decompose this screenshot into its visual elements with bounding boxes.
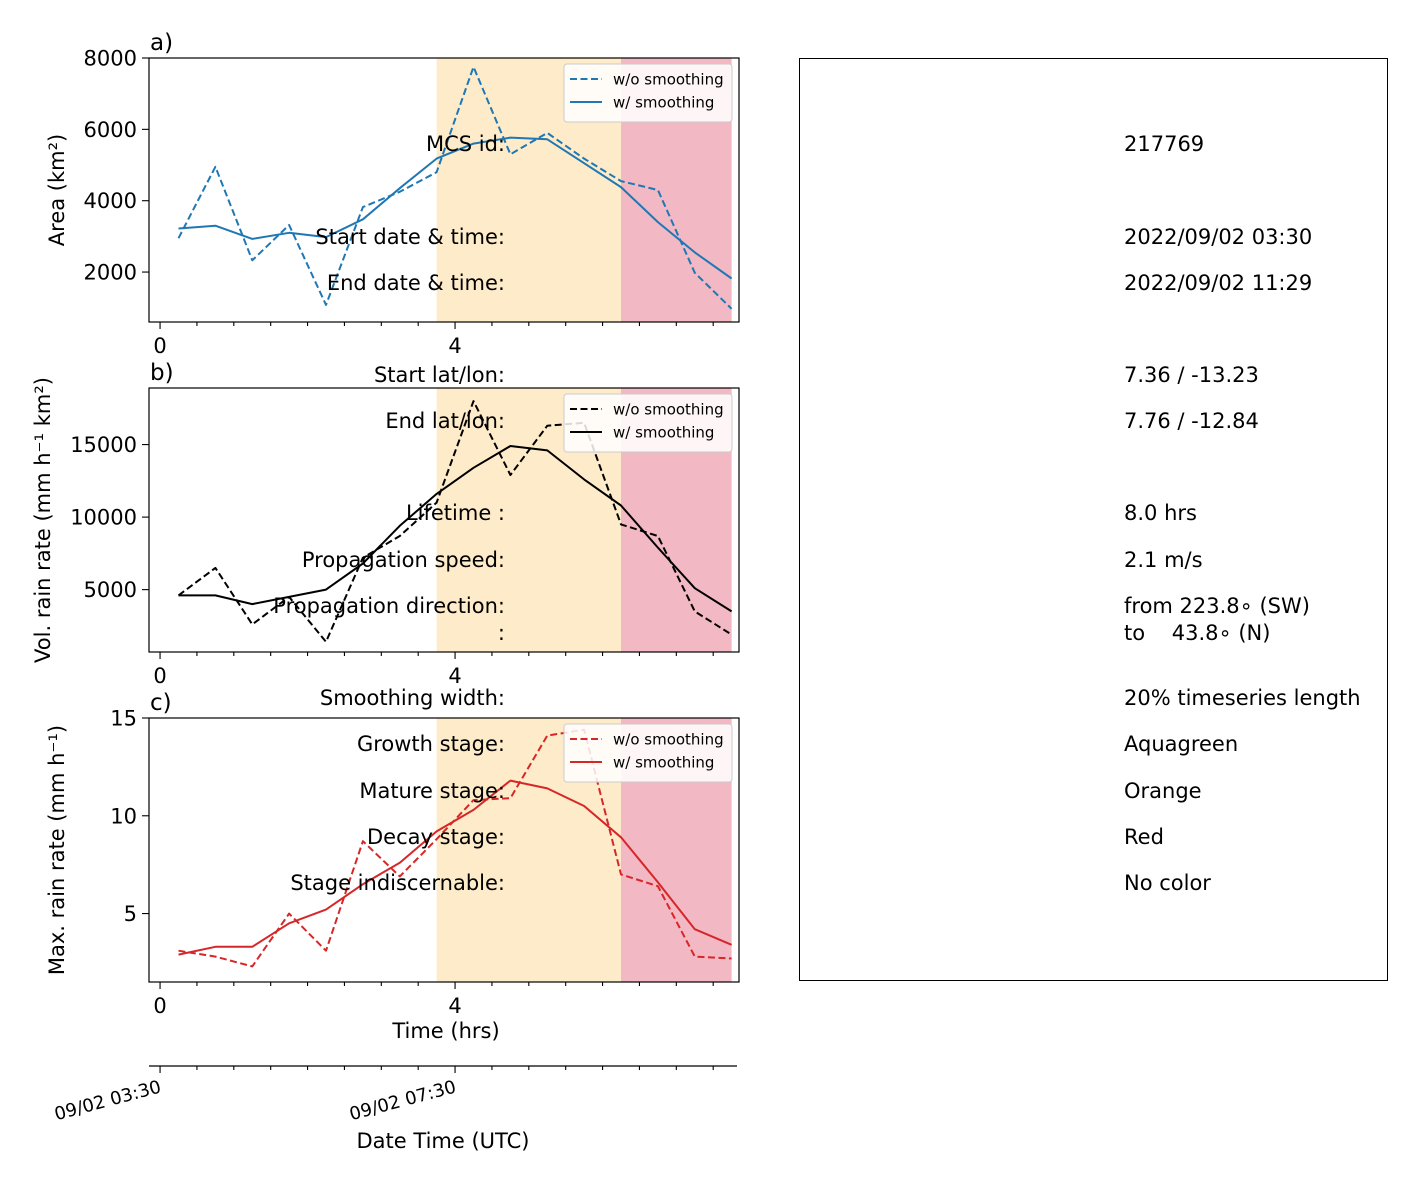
legend-label: w/ smoothing: [613, 94, 714, 112]
chart-panel-3: 0 4 5 10 15 c) Max. rain rate (mm h⁻¹) Time (hr…: [45, 690, 740, 1043]
y-tick-label: 5000: [84, 578, 137, 602]
series-line-with-smoothing: [178, 779, 732, 956]
info-label: Smoothing width:: [319, 686, 505, 710]
secondary-datetime-axis: 09/02 03:30 09/02 07:30 Date Time (UTC): [52, 1065, 737, 1153]
info-label: Propagation direction:: [273, 594, 505, 618]
legend: w/o smoothing w/ smoothing: [563, 63, 733, 123]
info-label: Propagation speed:: [301, 548, 505, 572]
info-label: End lat/lon:: [385, 409, 505, 433]
info-value: 8.0 hrs: [1124, 501, 1197, 525]
panel-letter: a): [150, 30, 173, 56]
info-label: Mature stage:: [359, 779, 505, 803]
info-value: No color: [1124, 871, 1211, 895]
y-axis-label: Vol. rain rate (mm h⁻¹ km²): [31, 377, 55, 663]
info-label: Lifetime :: [405, 501, 505, 525]
series-line-without-smoothing: [178, 728, 732, 968]
info-value: 7.76 / -12.84: [1124, 409, 1259, 433]
legend-label: w/o smoothing: [613, 731, 724, 749]
info-value: from 223.8∘ (SW): [1124, 594, 1310, 618]
y-axis-label: Area (km²): [45, 134, 69, 246]
y-axis-label: Max. rain rate (mm h⁻¹): [45, 725, 69, 975]
info-value: Red: [1124, 825, 1164, 849]
legend: w/o smoothing w/ smoothing: [563, 723, 733, 783]
legend-label: w/o smoothing: [613, 401, 724, 419]
info-value: 7.36 / -13.23: [1124, 363, 1259, 387]
info-label: :: [497, 621, 505, 645]
series-line-with-smoothing: [178, 136, 733, 280]
y-tick-label: 6000: [84, 118, 137, 142]
info-label: Stage indiscernable:: [290, 871, 505, 895]
x-tick-label: 0: [153, 334, 166, 358]
y-tick-label: 8000: [84, 47, 137, 71]
info-label: MCS id:: [425, 132, 505, 156]
plot-frame: [148, 717, 740, 983]
info-value: 2022/09/02 11:29: [1124, 271, 1313, 295]
info-label: Start date & time:: [315, 225, 505, 249]
info-value: 217769: [1124, 132, 1205, 156]
legend-label: w/ smoothing: [613, 424, 714, 442]
y-tick-label: 10: [110, 804, 137, 828]
secondary-axis-label: Date Time (UTC): [357, 1129, 530, 1153]
legend-box: [563, 63, 733, 123]
panel-letter: c): [150, 690, 172, 716]
legend-box: [563, 393, 733, 453]
x-tick-label: 4: [448, 994, 461, 1018]
secondary-tick-label: 09/02 07:30: [347, 1077, 458, 1126]
info-value: Aquagreen: [1124, 732, 1239, 756]
legend-label: w/ smoothing: [613, 754, 714, 772]
legend-label: w/o smoothing: [613, 71, 724, 89]
x-tick-label: 0: [153, 994, 166, 1018]
x-axis-label: Time (hrs): [391, 1019, 499, 1043]
y-tick-label: 15000: [70, 433, 137, 457]
info-label: Start lat/lon:: [373, 363, 505, 387]
chart-panel-2: 0 4 5000 10000 15000 b) Vol. rain rate (mm h⁻¹…: [31, 360, 740, 688]
x-tick-label: 0: [153, 664, 166, 688]
y-tick-label: 10000: [70, 506, 137, 530]
y-tick-label: 2000: [84, 261, 137, 285]
legend: w/o smoothing w/ smoothing: [563, 393, 733, 453]
info-label: Decay stage:: [367, 825, 505, 849]
info-value: 2.1 m/s: [1124, 548, 1203, 572]
plot-frame: [148, 57, 740, 323]
y-tick-label: 15: [110, 707, 137, 731]
info-value: 20% timeseries length: [1124, 686, 1361, 710]
series-line-without-smoothing: [177, 65, 733, 310]
x-tick-label: 4: [448, 334, 461, 358]
series-line-with-smoothing: [178, 445, 733, 613]
secondary-tick-label: 09/02 03:30: [52, 1077, 163, 1126]
chart-panel-1: 0 4 2000 4000 6000 8000 a) Area (km²) w/o smooth…: [45, 30, 740, 358]
x-tick-label: 4: [448, 664, 461, 688]
panel-letter: b): [150, 360, 174, 386]
mcs-info-panel: MCS id: 217769 Start date & time: 2022/0…: [273, 58, 1388, 981]
info-value: Orange: [1124, 779, 1202, 803]
info-value: to 43.8∘ (N): [1124, 621, 1271, 645]
info-label: End date & time:: [326, 271, 505, 295]
plot-frame: [148, 387, 740, 653]
legend-box: [563, 723, 733, 783]
info-label: Growth stage:: [356, 732, 505, 756]
series-line-without-smoothing: [177, 400, 733, 643]
info-value: 2022/09/02 03:30: [1124, 225, 1313, 249]
y-tick-label: 4000: [84, 189, 137, 213]
y-tick-label: 5: [124, 902, 137, 926]
